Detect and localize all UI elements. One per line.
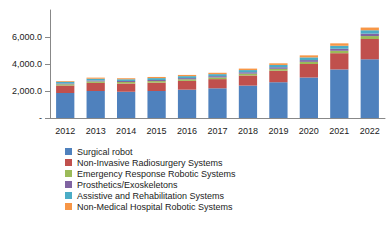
- svg-text:2017: 2017: [207, 126, 227, 136]
- svg-text:2018: 2018: [238, 126, 258, 136]
- svg-text:2013: 2013: [86, 126, 106, 136]
- svg-text:Non-Invasive Radiosurgery Syst: Non-Invasive Radiosurgery Systems: [77, 158, 223, 168]
- svg-text:2020: 2020: [299, 126, 319, 136]
- svg-text:Emergency Response Robotic Sys: Emergency Response Robotic Systems: [77, 169, 236, 179]
- svg-text:2012: 2012: [55, 126, 75, 136]
- svg-text:-: -: [39, 113, 42, 123]
- svg-text:6,000.0: 6,000.0: [12, 32, 42, 42]
- svg-text:2021: 2021: [329, 126, 349, 136]
- svg-text:Non-Medical Hospital Robotic S: Non-Medical Hospital Robotic Systems: [77, 202, 233, 212]
- svg-text:2015: 2015: [147, 126, 167, 136]
- svg-text:2,000.0: 2,000.0: [12, 86, 42, 96]
- svg-text:2019: 2019: [268, 126, 288, 136]
- svg-text:Assistive and Rehabilitation S: Assistive and Rehabilitation Systems: [77, 191, 225, 201]
- svg-text:Surgical robot: Surgical robot: [77, 147, 133, 157]
- svg-text:2014: 2014: [116, 126, 136, 136]
- svg-text:2016: 2016: [177, 126, 197, 136]
- svg-text:4,000.0: 4,000.0: [12, 59, 42, 69]
- svg-text:Prosthetics/Exoskeletons: Prosthetics/Exoskeletons: [77, 180, 178, 190]
- svg-text:2022: 2022: [360, 126, 380, 136]
